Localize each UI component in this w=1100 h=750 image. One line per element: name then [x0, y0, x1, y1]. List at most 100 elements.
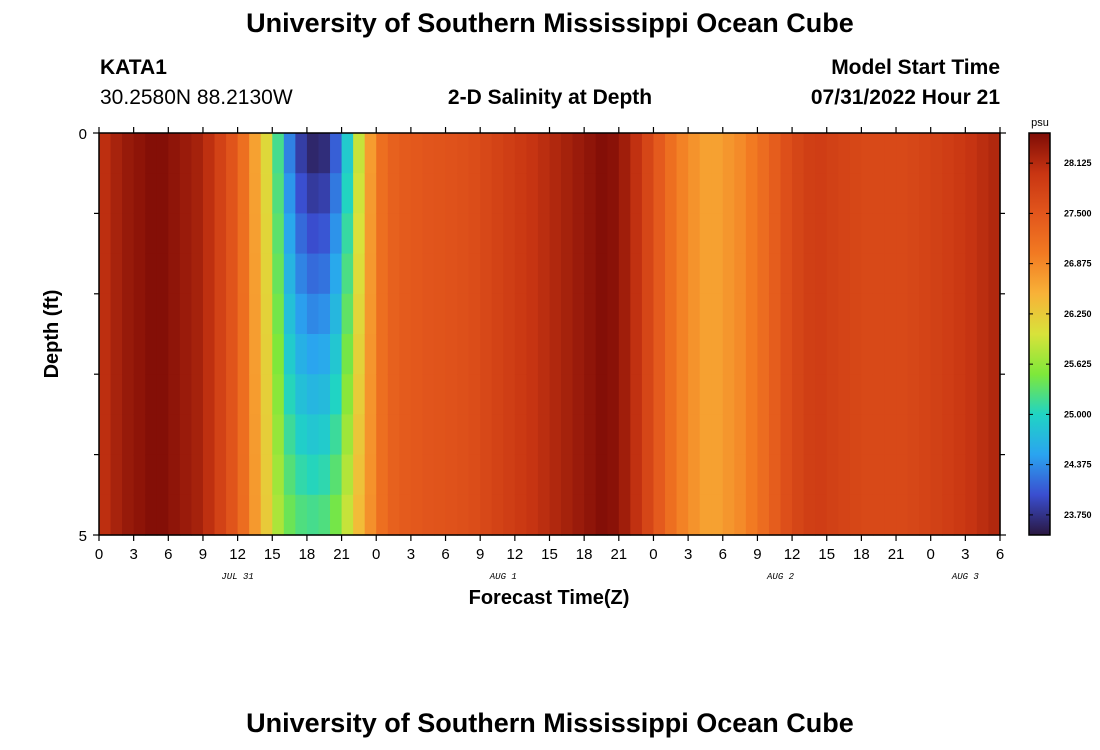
heatmap-cell: [491, 173, 504, 214]
heatmap-cell: [226, 494, 239, 536]
heatmap-cell: [930, 374, 943, 415]
heatmap-cell: [376, 494, 389, 536]
heatmap-cell: [826, 253, 839, 295]
heatmap-cell: [202, 414, 216, 456]
heatmap-cell: [780, 494, 793, 536]
x-day-label: AUG 1: [489, 572, 517, 582]
heatmap-cell: [976, 253, 990, 295]
heatmap-cell: [630, 133, 643, 174]
heatmap-cell: [549, 374, 562, 415]
heatmap-cell: [376, 374, 389, 415]
heatmap-cell: [491, 494, 504, 536]
heatmap-cell: [480, 414, 493, 456]
heatmap-cell: [364, 293, 377, 335]
heatmap-cell: [711, 293, 724, 335]
heatmap-cell: [653, 133, 666, 174]
heatmap-cell: [537, 173, 551, 214]
x-tick-label: 15: [264, 546, 281, 563]
heatmap-cell: [122, 293, 135, 335]
x-tick-label: 0: [372, 546, 380, 563]
x-tick-label: 0: [649, 546, 657, 563]
station-id: KATA1: [100, 56, 167, 79]
heatmap-cell: [641, 173, 655, 214]
heatmap-cell: [537, 213, 551, 255]
heatmap-cell: [341, 374, 354, 415]
x-tick-label: 0: [927, 546, 935, 563]
heatmap-cell: [433, 414, 447, 456]
heatmap-cell: [699, 334, 712, 375]
heatmap-cell: [214, 374, 227, 415]
heatmap-cell: [711, 133, 724, 174]
heatmap-cell: [249, 374, 262, 415]
heatmap-cell: [838, 494, 851, 536]
heatmap-cell: [433, 173, 447, 214]
heatmap-cell: [364, 133, 377, 174]
heatmap-cell: [249, 213, 262, 255]
heatmap-cell: [780, 454, 793, 496]
heatmap-cell: [942, 133, 955, 174]
heatmap-cell: [953, 213, 966, 255]
heatmap-cell: [306, 334, 320, 375]
heatmap-cell: [595, 293, 608, 335]
heatmap-cell: [919, 173, 932, 214]
heatmap-cell: [872, 494, 886, 536]
heatmap-cell: [849, 253, 862, 295]
heatmap-cell: [145, 454, 158, 496]
heatmap-cell: [191, 293, 204, 335]
heatmap-cell: [99, 494, 112, 536]
heatmap-cells: [99, 133, 1001, 536]
heatmap-cell: [942, 494, 955, 536]
heatmap-cell: [711, 173, 724, 214]
heatmap-cell: [537, 374, 551, 415]
heatmap-cell: [953, 173, 966, 214]
heatmap-cell: [792, 133, 805, 174]
heatmap-cell: [653, 454, 666, 496]
colorbar-tick-label: 26.875: [1064, 259, 1092, 269]
heatmap-cell: [919, 374, 932, 415]
heatmap-cell: [514, 374, 527, 415]
heatmap-cell: [699, 494, 712, 536]
heatmap-cell: [561, 454, 574, 496]
heatmap-cell: [145, 374, 158, 415]
heatmap-cell: [480, 334, 493, 375]
heatmap-cell: [514, 293, 527, 335]
heatmap-cell: [688, 454, 701, 496]
heatmap-cell: [641, 494, 655, 536]
heatmap-cell: [122, 334, 135, 375]
heatmap-cell: [122, 414, 135, 456]
heatmap-cell: [110, 374, 123, 415]
heatmap-cell: [503, 494, 516, 536]
heatmap-cell: [618, 253, 631, 295]
heatmap-cell: [653, 293, 666, 335]
heatmap-cell: [110, 213, 123, 255]
heatmap-cell: [202, 253, 216, 295]
heatmap-cell: [630, 213, 643, 255]
heatmap-cell: [156, 293, 169, 335]
heatmap-cell: [226, 414, 239, 456]
heatmap-cell: [237, 494, 250, 536]
heatmap-cell: [433, 494, 447, 536]
heatmap-cell: [907, 253, 920, 295]
heatmap-cell: [156, 374, 169, 415]
heatmap-cell: [514, 334, 527, 375]
heatmap-cell: [376, 213, 389, 255]
heatmap-cell: [537, 133, 551, 174]
heatmap-cell: [595, 414, 608, 456]
heatmap-cell: [272, 293, 285, 335]
model-start-value: 07/31/2022 Hour 21: [810, 86, 1000, 109]
heatmap-cell: [145, 133, 158, 174]
heatmap-cell: [226, 253, 239, 295]
heatmap-cell: [826, 173, 839, 214]
heatmap-cell: [341, 213, 354, 255]
heatmap-cell: [526, 494, 539, 536]
heatmap-cell: [757, 334, 770, 375]
x-tick-label: 12: [229, 546, 246, 563]
heatmap-cell: [133, 414, 146, 456]
heatmap-cell: [549, 494, 562, 536]
heatmap-cell: [803, 293, 816, 335]
heatmap-cell: [572, 454, 585, 496]
heatmap-cell: [861, 414, 874, 456]
heatmap-cell: [641, 213, 655, 255]
heatmap-cell: [688, 173, 701, 214]
heatmap-cell: [953, 293, 966, 335]
